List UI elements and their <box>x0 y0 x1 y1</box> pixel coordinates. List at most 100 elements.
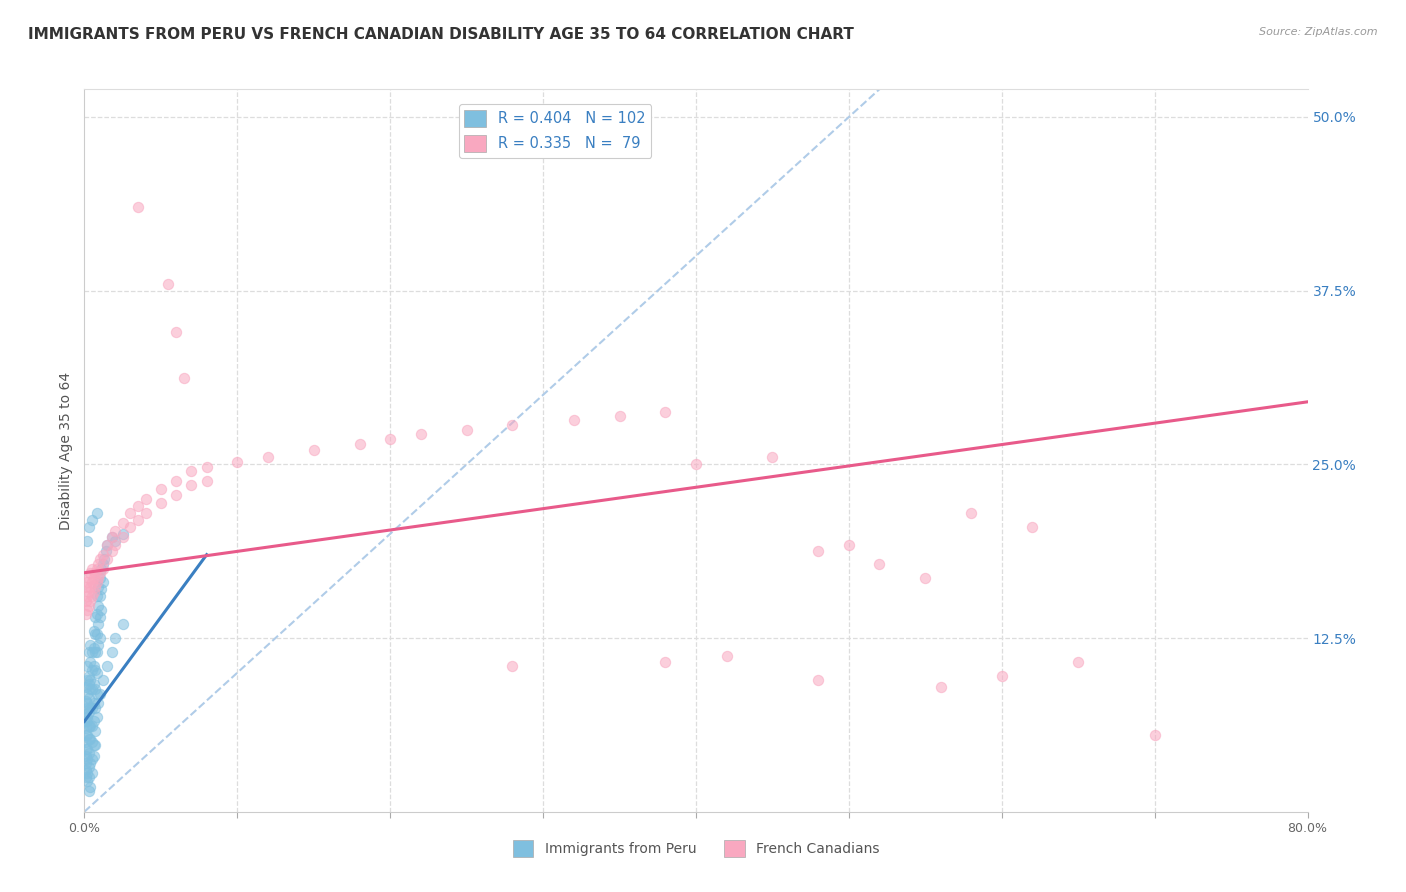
Point <box>80 735 103 749</box>
Legend: Immigrants from Peru, French Canadians: Immigrants from Peru, French Canadians <box>508 835 884 863</box>
Point <box>75 756 97 770</box>
Point <box>89 631 111 645</box>
Point <box>77 718 100 732</box>
Point <box>75 714 97 729</box>
Point <box>77 690 100 705</box>
Point <box>104 631 127 645</box>
Point <box>111 526 134 541</box>
Point <box>83 749 105 764</box>
Point <box>1067 655 1090 669</box>
Point <box>76 658 98 673</box>
Point <box>76 575 98 590</box>
Point <box>165 474 187 488</box>
Point <box>75 580 97 594</box>
Point <box>807 543 830 558</box>
Point <box>75 770 97 784</box>
Point <box>79 638 101 652</box>
Point <box>349 436 371 450</box>
Point <box>654 404 676 418</box>
Point <box>91 575 114 590</box>
Point <box>761 450 783 465</box>
Point <box>84 627 107 641</box>
Point <box>86 575 108 590</box>
Point <box>76 590 98 604</box>
Point <box>76 673 98 687</box>
Point <box>89 571 111 585</box>
Point <box>75 693 97 707</box>
Point <box>77 732 100 747</box>
Point <box>180 478 202 492</box>
Point <box>87 558 110 572</box>
Point <box>120 520 142 534</box>
Point <box>165 488 187 502</box>
Point <box>89 610 111 624</box>
Point <box>302 443 325 458</box>
Point <box>75 607 97 622</box>
Point <box>165 326 187 340</box>
Point <box>90 603 112 617</box>
Point <box>86 687 108 701</box>
Point <box>120 506 142 520</box>
Point <box>79 780 101 794</box>
Point <box>89 687 111 701</box>
Point <box>80 645 103 659</box>
Point <box>76 710 98 724</box>
Point <box>914 571 936 585</box>
Point <box>1143 728 1166 742</box>
Point <box>96 551 118 566</box>
Point <box>93 551 115 566</box>
Point <box>75 763 97 777</box>
Point <box>87 617 110 632</box>
Point <box>79 655 101 669</box>
Point <box>80 575 103 590</box>
Point <box>96 658 118 673</box>
Point <box>135 506 157 520</box>
Point <box>111 530 134 544</box>
Point <box>86 665 108 680</box>
Point <box>77 770 100 784</box>
Point <box>86 506 108 520</box>
Point <box>84 682 107 697</box>
Point <box>79 756 101 770</box>
Point <box>83 696 105 710</box>
Point <box>226 454 249 468</box>
Point <box>84 724 107 739</box>
Point <box>75 680 97 694</box>
Point <box>195 460 218 475</box>
Point <box>90 561 112 575</box>
Point <box>86 590 108 604</box>
Point <box>869 558 891 572</box>
Point <box>89 551 111 566</box>
Point <box>195 474 218 488</box>
Point <box>84 566 107 580</box>
Point <box>716 649 738 664</box>
Point <box>127 200 149 214</box>
Point <box>79 566 101 580</box>
Point <box>83 624 105 639</box>
Point <box>80 590 103 604</box>
Point <box>94 543 117 558</box>
Point <box>91 558 114 572</box>
Point <box>127 499 149 513</box>
Point <box>76 742 98 756</box>
Point <box>80 682 103 697</box>
Point <box>502 658 524 673</box>
Point <box>77 784 100 798</box>
Point <box>79 682 101 697</box>
Text: Source: ZipAtlas.com: Source: ZipAtlas.com <box>1260 27 1378 37</box>
Point <box>84 663 107 677</box>
Point <box>76 696 98 710</box>
Point <box>257 450 280 465</box>
Point <box>77 677 100 691</box>
Point <box>929 680 952 694</box>
Point <box>79 732 101 747</box>
Point <box>111 617 134 632</box>
Point <box>87 580 110 594</box>
Point <box>96 538 118 552</box>
Point <box>173 371 195 385</box>
Point <box>75 707 97 722</box>
Point <box>149 483 172 497</box>
Point <box>79 580 101 594</box>
Point <box>86 645 108 659</box>
Point <box>83 571 105 585</box>
